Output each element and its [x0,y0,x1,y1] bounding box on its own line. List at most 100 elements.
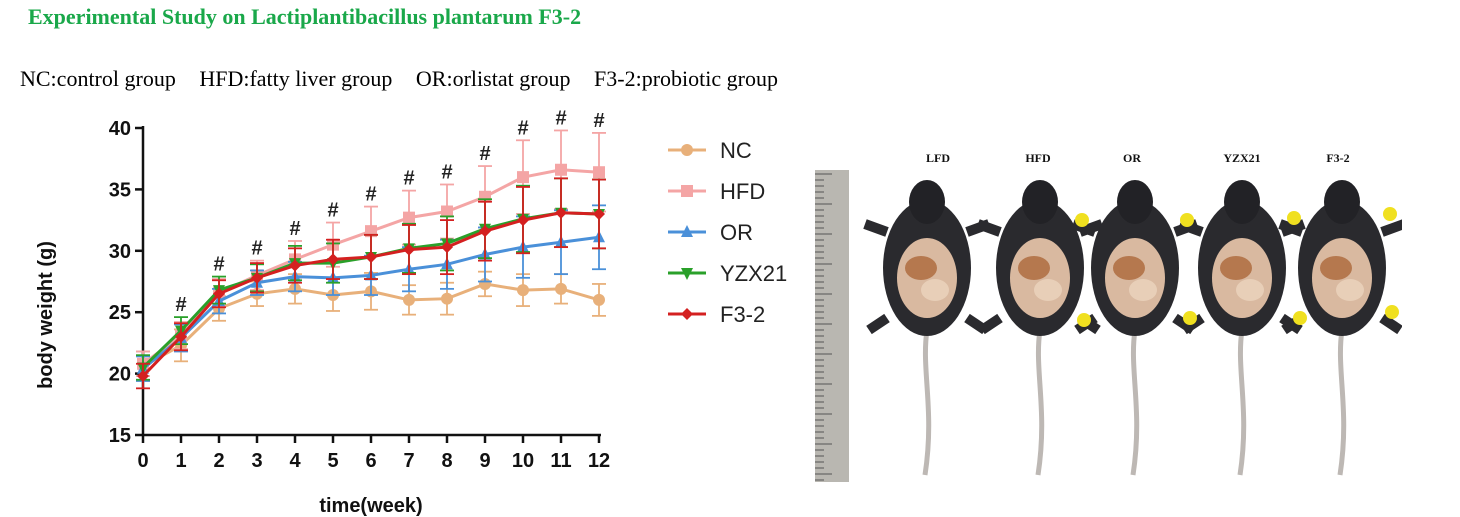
y-tick-label: 15 [109,425,131,447]
page-title: Experimental Study on Lactiplantibacillu… [28,4,582,29]
x-tick-label: 8 [441,450,452,472]
data-point [517,284,529,297]
data-point [441,292,453,305]
x-tick-label: 3 [251,450,262,472]
legend-label: YZX21 [720,261,787,286]
significance-mark: # [175,294,186,316]
mouse-head [1117,180,1153,224]
mouse-specimen [1278,180,1402,476]
mouse-head [1022,180,1058,224]
mouse-head [1224,180,1260,224]
significance-mark: # [327,200,338,222]
yellow-pin [1287,211,1301,225]
y-tick-label: 20 [109,364,131,386]
mouse-tail [1035,329,1045,476]
photo-label: OR [1123,151,1141,165]
data-point [403,211,415,224]
x-tick-label: 10 [512,450,534,472]
mouse-liver [1113,256,1145,280]
y-axis-label: body weight (g) [35,241,57,389]
y-tick-label: 35 [109,179,131,201]
legend-label: HFD [720,179,765,204]
legend-item-f3-2: F3-2 [668,302,765,327]
significance-mark: # [555,110,566,129]
mouse-tail [922,329,932,476]
legend-label: NC [720,138,752,163]
significance-mark: # [289,218,300,240]
mouse-head [1324,180,1360,224]
data-point [479,225,491,238]
significance-mark: # [479,143,490,165]
mouse-limb [866,313,890,335]
mouse-limb [979,313,1003,335]
legend-marker [681,144,693,156]
data-point [289,259,301,272]
x-tick-label: 1 [175,450,186,472]
chart-legend: NC HFD OR YZX21 F3-2 [668,138,787,327]
data-point [593,166,605,179]
data-point [137,370,149,383]
photo-label: LFD [926,151,950,165]
mouse-fat [1236,279,1264,301]
group-legend-nc: NC:control group [20,66,176,91]
group-legend-f32: F3-2:probiotic group [594,66,778,91]
mouse-limb [976,219,1002,237]
photo-labels: LFD HFD OR YZX21 F3-2 [926,151,1350,165]
mouse-tail [1337,329,1347,476]
legend-marker [681,185,693,197]
legend-marker [681,308,693,320]
data-point [517,171,529,184]
data-point [403,243,415,256]
mouse-limb [1380,219,1402,237]
mouse-liver [905,256,937,280]
legend-item-nc: NC [668,138,752,163]
yellow-pin [1077,313,1091,327]
data-point [403,293,415,306]
data-point [555,163,567,176]
data-point [593,207,605,220]
data-point [555,206,567,219]
significance-mark: # [517,117,528,139]
mouse-limb [1278,219,1304,237]
significance-mark: # [213,254,224,276]
group-legend-or: OR:orlistat group [415,66,571,91]
data-point [175,330,187,343]
mouse-liver [1220,256,1252,280]
photo-label: F3-2 [1326,151,1349,165]
x-tick-label: 2 [213,450,224,472]
chart-series [136,129,606,390]
data-point [441,241,453,254]
x-tick-label: 5 [327,450,338,472]
data-point [365,250,377,263]
mouse-limb [863,219,889,237]
mouse-fat [1034,279,1062,301]
y-tick-label: 40 [109,118,131,140]
photo-mice [863,180,1402,476]
data-point [213,287,225,300]
yellow-pin [1383,207,1397,221]
legend-label: F3-2 [720,302,765,327]
legend-item-hfd: HFD [668,179,765,204]
ruler [815,170,849,482]
x-tick-label: 0 [137,450,148,472]
legend-item-or: OR [668,220,753,245]
x-tick-label: 4 [289,450,301,472]
mouse-liver [1018,256,1050,280]
group-legend-hfd: HFD:fatty liver group [199,66,393,91]
x-tick-label: 9 [479,450,490,472]
significance-markers: # # # # # # # # # # # # [175,110,604,316]
data-point [517,214,529,227]
data-point [441,205,453,218]
mouse-liver [1320,256,1352,280]
x-tick-label: 7 [403,450,414,472]
mouse-tail [1237,329,1247,476]
mouse-fat [921,279,949,301]
significance-mark: # [403,168,414,190]
data-point [251,271,263,284]
mouse-dissection-photo: LFD HFD OR YZX21 F3-2 [812,140,1402,485]
legend-marker [681,225,693,237]
photo-label: HFD [1025,151,1051,165]
x-tick-label: 6 [365,450,376,472]
